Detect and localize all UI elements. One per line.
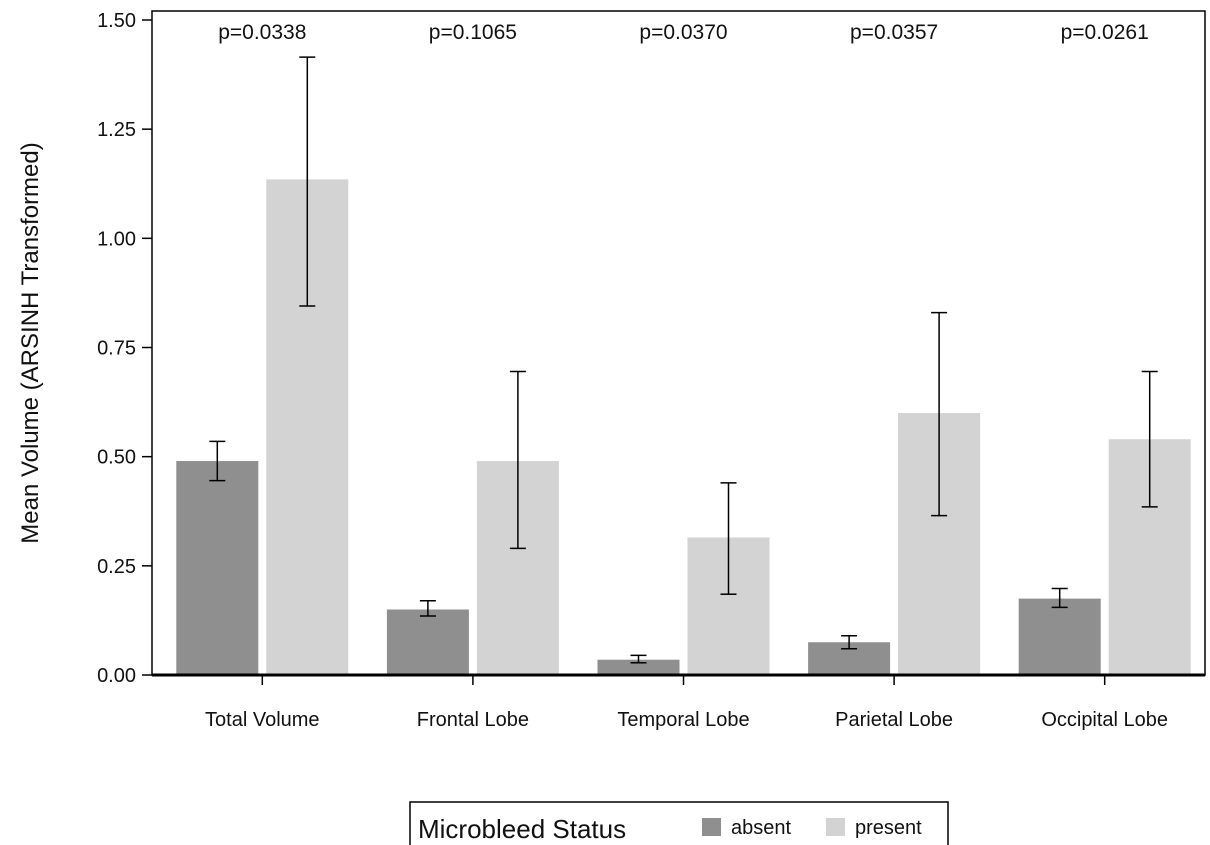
p-value-label: p=0.0357 [850,21,938,44]
p-value-label: p=0.1065 [429,21,517,44]
y-tick-label: 0.00 [97,665,136,687]
bar-absent-0 [176,461,259,675]
y-tick-label: 1.25 [97,119,136,141]
legend-box [409,801,949,845]
bar-absent-4 [1018,598,1101,675]
bar-absent-2 [597,659,680,675]
x-tick-label: Occipital Lobe [1041,709,1168,731]
p-value-labels: p=0.0338 p=0.1065 p=0.0370 p=0.0357 p=0.0261 [218,21,1149,44]
legend-swatch-absent [702,818,721,836]
x-tick-label: Temporal Lobe [617,709,749,731]
x-tick-label: Frontal Lobe [417,709,529,731]
legend-title: Microbleed Status [418,814,626,844]
y-tick-label: 0.50 [97,447,136,469]
legend-label-present: present [855,817,922,839]
error-bars [209,56,1158,664]
y-tick-label: 0.75 [97,338,136,360]
legend-label-absent: absent [731,817,791,839]
p-value-label: p=0.0370 [639,21,727,44]
x-axis: Total Volume Frontal Lobe Temporal Lobe Par… [205,675,1168,731]
y-axis: 0.00 0.25 0.50 0.75 1.00 1.25 1.50 [97,10,152,687]
bar-absent-1 [386,609,469,675]
y-tick-label: 0.25 [97,556,136,578]
x-tick-label: Total Volume [205,709,320,731]
p-value-label: p=0.0338 [218,21,306,44]
y-tick-label: 1.50 [97,10,136,32]
legend-swatch-present [826,818,845,836]
x-tick-label: Parietal Lobe [835,709,953,731]
bars [176,179,1191,675]
p-value-label: p=0.0261 [1061,21,1149,44]
y-axis-label: Mean Volume (ARSINH Transformed) [17,142,44,543]
y-tick-label: 1.00 [97,228,136,250]
legend: Microbleed Status absent present [409,801,949,845]
